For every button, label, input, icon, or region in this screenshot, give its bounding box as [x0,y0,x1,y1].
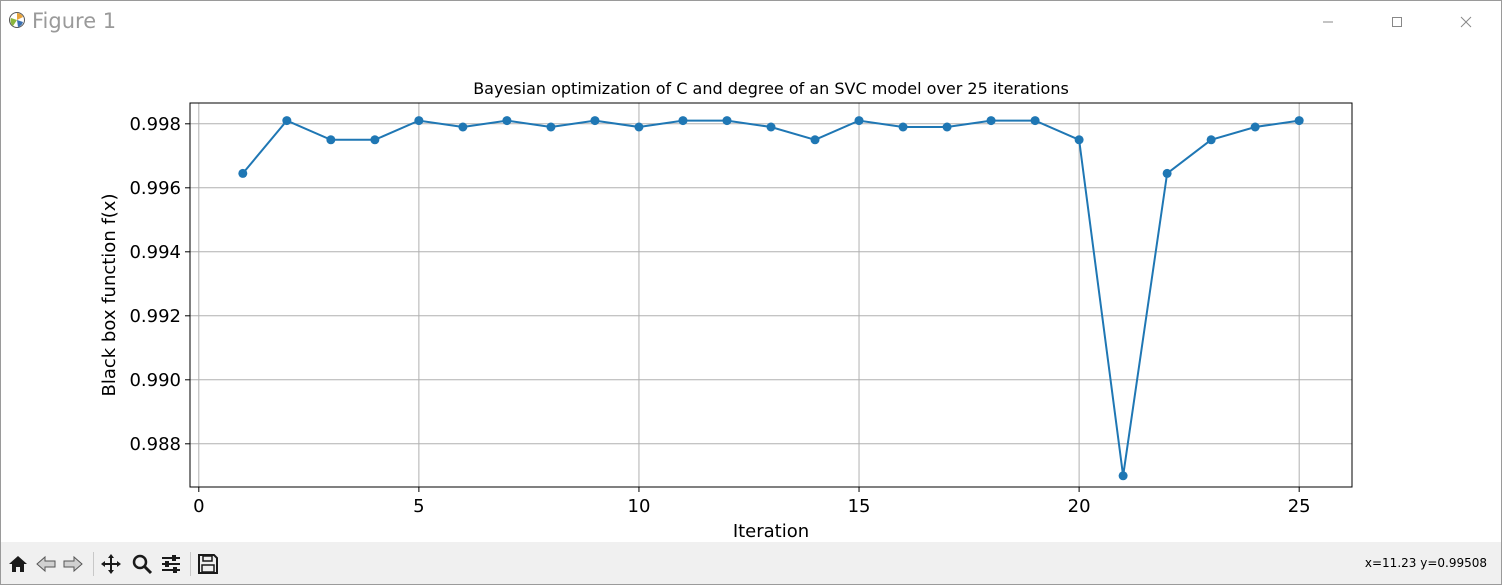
y-axis-label: Black box function f(x) [99,194,120,397]
data-point [634,122,644,132]
axes-frame [189,102,1353,488]
y-tick-label: 0.992 [129,306,181,327]
x-tick-label: 15 [848,496,871,517]
data-point [458,122,468,132]
y-tick-label: 0.988 [129,434,181,455]
data-point [414,116,424,126]
y-tick-label: 0.996 [129,178,181,199]
close-button[interactable] [1443,9,1489,35]
data-point [986,116,996,126]
data-point [546,122,556,132]
x-tick-label: 0 [193,496,204,517]
data-point [898,122,908,132]
x-tick-label: 25 [1288,496,1311,517]
data-point [942,122,952,132]
data-point [326,135,336,145]
data-point [1250,122,1260,132]
close-icon [1460,16,1472,28]
minimize-icon [1323,21,1333,23]
data-point [1206,135,1216,145]
x-tick-label: 5 [413,496,424,517]
forward-button[interactable] [61,552,85,576]
back-arrow-icon [36,555,56,573]
data-point [766,122,776,132]
data-point [238,168,248,178]
series-line [242,119,1300,476]
window-title: Figure 1 [32,9,117,33]
data-point [1030,116,1040,126]
figure-canvas[interactable]: 0 5 10 15 20 25 0.988 0.990 0.992 0.994 0.996 0.998… [1,43,1501,542]
data-point [810,135,820,145]
data-point [370,135,380,145]
forward-arrow-icon [63,555,83,573]
y-tick-label: 0.990 [129,370,181,391]
data-point [590,116,600,126]
data-point [1074,135,1084,145]
minimize-button[interactable] [1305,9,1351,35]
move-icon [101,554,121,574]
sliders-icon [162,555,180,573]
magnifier-icon [132,554,153,575]
data-point [282,116,292,126]
chart-title: Bayesian optimization of C and degree of… [473,79,1069,98]
save-button[interactable] [196,552,220,576]
y-tick-label: 0.998 [129,114,181,135]
data-point [722,116,732,126]
maximize-icon [1392,17,1402,27]
data-point [854,116,864,126]
floppy-disk-icon [198,554,218,574]
x-tick-label: 20 [1068,496,1091,517]
line-chart: 0 5 10 15 20 25 0.988 0.990 0.992 0.994 0.996 0.998… [99,79,1353,542]
data-point [1118,471,1128,481]
data-point [502,116,512,126]
y-tick-label: 0.994 [129,242,181,263]
zoom-button[interactable] [130,552,154,576]
home-icon [9,556,27,572]
home-button[interactable] [6,552,30,576]
navigation-toolbar: x=11.23 y=0.99508 [1,542,1501,584]
x-tick-label: 10 [628,496,651,517]
matplotlib-app-icon [8,11,26,29]
pan-button[interactable] [99,552,123,576]
data-point [1294,116,1304,126]
toolbar-separator [93,552,94,576]
x-axis-label: Iteration [733,521,809,542]
toolbar-separator [190,552,191,576]
data-point [678,116,688,126]
configure-subplots-button[interactable] [159,552,183,576]
grid [190,103,1352,487]
maximize-button[interactable] [1374,9,1420,35]
ticks: 0 5 10 15 20 25 0.988 0.990 0.992 0.994 0.996 0.998 [129,114,1310,517]
data-point [1162,168,1172,178]
back-button[interactable] [34,552,58,576]
title-bar[interactable]: Figure 1 [1,1,1501,43]
series [238,116,1304,481]
cursor-coordinates: x=11.23 y=0.99508 [1364,556,1487,570]
